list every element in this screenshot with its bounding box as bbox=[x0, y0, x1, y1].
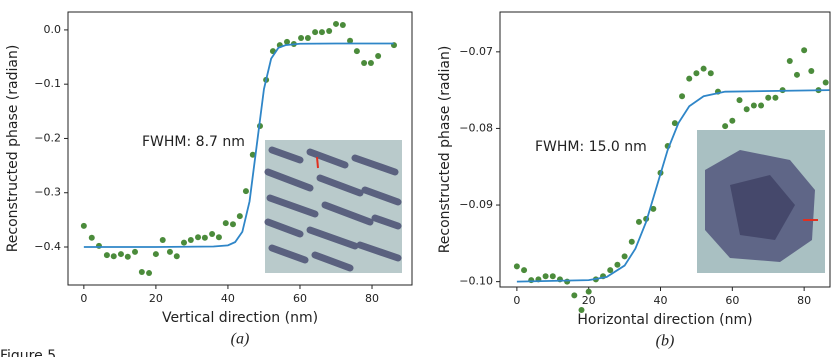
inset-image bbox=[697, 130, 825, 273]
y-tick-label: −0.07 bbox=[459, 45, 493, 58]
data-point bbox=[96, 243, 102, 249]
data-point bbox=[550, 273, 556, 279]
data-point bbox=[571, 292, 577, 298]
data-point bbox=[794, 72, 800, 78]
x-tick-label: 20 bbox=[149, 292, 163, 305]
data-point bbox=[237, 213, 243, 219]
data-point bbox=[579, 307, 585, 313]
x-tick-label: 40 bbox=[221, 292, 235, 305]
data-point bbox=[808, 68, 814, 74]
data-point bbox=[81, 223, 87, 229]
annotation: FWHM: 8.7 nm bbox=[142, 134, 245, 150]
data-point bbox=[312, 29, 318, 35]
data-point bbox=[167, 249, 173, 255]
data-point bbox=[772, 95, 778, 101]
x-tick-label: 40 bbox=[654, 294, 668, 307]
data-point bbox=[305, 35, 311, 41]
data-point bbox=[375, 53, 381, 59]
x-tick-label: 20 bbox=[582, 294, 596, 307]
y-axis-label: Reconstructed phase (radian) bbox=[5, 45, 21, 253]
data-point bbox=[607, 267, 613, 273]
x-tick-label: 0 bbox=[80, 292, 87, 305]
data-point bbox=[118, 251, 124, 257]
data-point bbox=[319, 29, 325, 35]
x-tick-label: 80 bbox=[365, 292, 379, 305]
data-point bbox=[722, 123, 728, 129]
data-point bbox=[195, 234, 201, 240]
data-point bbox=[823, 79, 829, 85]
data-point bbox=[765, 95, 771, 101]
x-tick-label: 80 bbox=[797, 294, 811, 307]
data-point bbox=[243, 188, 249, 194]
y-tick-label: −0.3 bbox=[34, 186, 61, 199]
y-tick-label: −0.2 bbox=[34, 131, 61, 144]
data-point bbox=[202, 235, 208, 241]
data-point bbox=[340, 22, 346, 28]
y-tick-label: −0.1 bbox=[34, 77, 61, 90]
data-point bbox=[361, 60, 367, 66]
data-point bbox=[89, 235, 95, 241]
data-point bbox=[111, 253, 117, 259]
data-point bbox=[543, 273, 549, 279]
data-point bbox=[326, 28, 332, 34]
x-tick-label: 60 bbox=[293, 292, 307, 305]
x-axis-label: Horizontal direction (nm) bbox=[577, 312, 752, 328]
y-tick-label: −0.08 bbox=[459, 121, 493, 134]
inset-image bbox=[265, 140, 402, 273]
data-point bbox=[787, 58, 793, 64]
data-point bbox=[586, 289, 592, 295]
data-point bbox=[333, 21, 339, 27]
y-tick-label: 0.0 bbox=[44, 23, 62, 36]
data-point bbox=[174, 253, 180, 259]
data-point bbox=[629, 239, 635, 245]
data-point bbox=[701, 66, 707, 72]
caption: (b) bbox=[656, 333, 675, 350]
data-point bbox=[146, 270, 152, 276]
data-point bbox=[758, 102, 764, 108]
data-point bbox=[354, 48, 360, 54]
y-tick-label: −0.09 bbox=[459, 198, 493, 211]
data-point bbox=[181, 240, 187, 246]
figure: Figure 5 0 20 40 60 80 0.0 −0.1 −0.2 −0.3 −0.4 Ver… bbox=[0, 0, 836, 357]
data-point bbox=[160, 237, 166, 243]
caption: (a) bbox=[231, 331, 250, 348]
data-point bbox=[368, 60, 374, 66]
data-point bbox=[751, 102, 757, 108]
data-point bbox=[801, 47, 807, 53]
data-point bbox=[614, 262, 620, 268]
figure-label: Figure 5 bbox=[0, 348, 56, 357]
data-point bbox=[679, 93, 685, 99]
data-point bbox=[139, 269, 145, 275]
data-point bbox=[729, 118, 735, 124]
data-point bbox=[636, 219, 642, 225]
data-point bbox=[209, 231, 215, 237]
x-axis-label: Vertical direction (nm) bbox=[162, 310, 318, 326]
data-point bbox=[737, 97, 743, 103]
data-point bbox=[622, 253, 628, 259]
data-point bbox=[125, 254, 131, 260]
data-point bbox=[693, 70, 699, 76]
y-tick-label: −0.10 bbox=[459, 275, 493, 288]
y-tick-label: −0.4 bbox=[34, 240, 61, 253]
data-point bbox=[223, 220, 229, 226]
data-point bbox=[686, 76, 692, 82]
y-axis-label: Reconstructed phase (radian) bbox=[437, 46, 453, 254]
data-point bbox=[744, 106, 750, 112]
x-tick-label: 60 bbox=[725, 294, 739, 307]
data-point bbox=[514, 263, 520, 269]
data-point bbox=[153, 251, 159, 257]
data-point bbox=[104, 252, 110, 258]
data-point bbox=[230, 221, 236, 227]
data-point bbox=[708, 70, 714, 76]
annotation: FWHM: 15.0 nm bbox=[535, 139, 647, 155]
data-point bbox=[188, 237, 194, 243]
data-point bbox=[564, 279, 570, 285]
data-point bbox=[298, 35, 304, 41]
data-point bbox=[521, 267, 527, 273]
data-point bbox=[132, 249, 138, 255]
data-point bbox=[216, 234, 222, 240]
x-tick-label: 0 bbox=[513, 294, 520, 307]
